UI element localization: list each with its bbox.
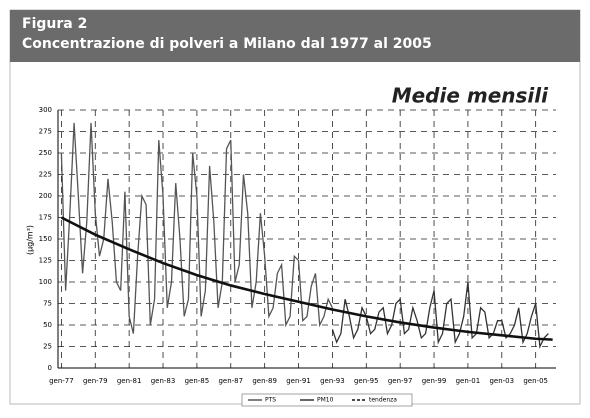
y-tick-label: 125 <box>39 257 52 265</box>
series-line <box>60 122 333 334</box>
y-tick-label: 175 <box>39 214 52 222</box>
y-tick-label: 100 <box>39 278 52 286</box>
y-tick-label: 300 <box>39 106 52 114</box>
y-tick-label: 50 <box>43 321 52 329</box>
x-tick-label: gen-95 <box>354 377 379 385</box>
header-bar <box>10 10 580 62</box>
x-tick-label: gen-05 <box>523 377 548 385</box>
y-tick-label: 275 <box>39 128 52 136</box>
x-tick-label: gen-87 <box>218 377 243 385</box>
x-tick-label: gen-83 <box>151 377 176 385</box>
x-tick-label: gen-79 <box>83 377 108 385</box>
x-tick-label: gen-77 <box>49 377 74 385</box>
y-tick-label: 250 <box>39 149 52 157</box>
y-tick-label: 150 <box>39 235 52 243</box>
x-tick-label: gen-85 <box>185 377 210 385</box>
series-line <box>60 216 553 341</box>
x-tick-label: gen-93 <box>320 377 345 385</box>
x-tick-label: gen-97 <box>388 377 413 385</box>
y-tick-label: 200 <box>39 192 52 200</box>
figure-number: Figura 2 <box>22 16 87 32</box>
x-tick-label: gen-03 <box>489 377 514 385</box>
series-line <box>331 281 549 349</box>
legend-label: PM10 <box>317 397 334 404</box>
legend-box <box>241 393 413 407</box>
x-tick-label: gen-81 <box>117 377 142 385</box>
annotation: Medie mensili <box>392 84 549 108</box>
y-tick-label: 25 <box>43 343 52 351</box>
y-tick-label: 75 <box>43 300 52 308</box>
x-tick-label: gen-89 <box>252 377 277 385</box>
figure-title: Concentrazione di polveri a Milano dal 1… <box>22 36 432 52</box>
x-tick-label: gen-91 <box>286 377 311 385</box>
x-tick-label: gen-01 <box>456 377 481 385</box>
legend-label: tendenza <box>369 397 397 404</box>
legend-label: PTS <box>265 397 276 404</box>
y-tick-label: 225 <box>39 171 52 179</box>
x-tick-label: gen-99 <box>422 377 447 385</box>
y-tick-label: 0 <box>48 364 52 372</box>
y-axis-label: (µg/m³) <box>26 225 35 255</box>
frame <box>9 9 581 405</box>
